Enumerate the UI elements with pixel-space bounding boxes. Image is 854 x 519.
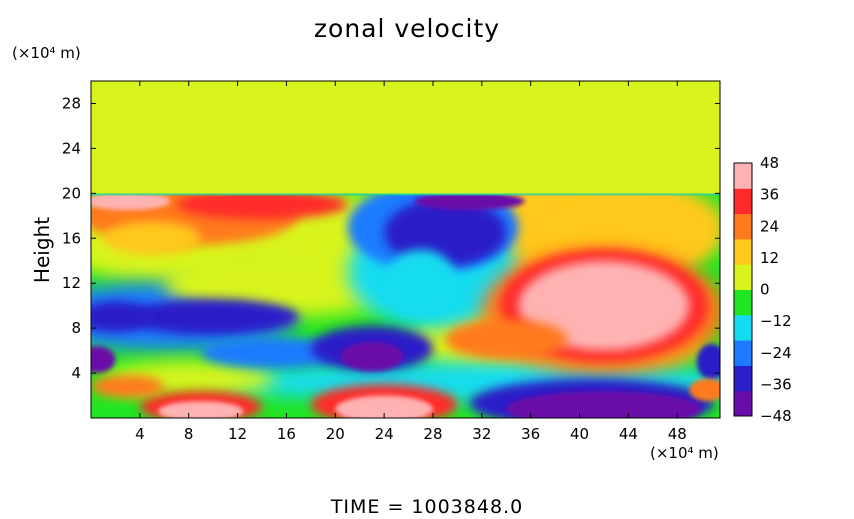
field-blob: [91, 192, 171, 211]
x-tick-label: 12: [228, 425, 247, 443]
y-tick-label: 24: [62, 139, 81, 157]
y-tick-label: 4: [71, 364, 81, 382]
x-tick-label: 28: [423, 425, 442, 443]
colorbar-swatch: [734, 264, 752, 290]
y-tick-label: 20: [62, 184, 81, 202]
field-blob: [103, 221, 201, 256]
colorbar-tick-label: −36: [760, 375, 792, 393]
x-tick-label: 20: [326, 425, 345, 443]
colorbar-swatch: [734, 340, 752, 366]
y-tick-label: 16: [62, 229, 81, 247]
y-tick-label: 8: [71, 319, 81, 337]
field-blob: [506, 391, 702, 418]
field-blob: [91, 301, 153, 333]
colorbar-tick-label: −48: [760, 407, 792, 425]
y-axis-unit: (×10⁴ m): [12, 44, 81, 62]
plot-frame: [90, 80, 721, 419]
colorbar-swatch: [734, 365, 752, 392]
colorbar-swatch: [734, 188, 752, 215]
field-blob: [127, 298, 299, 335]
field-blob: [200, 337, 348, 369]
x-tick-label: 8: [184, 425, 194, 443]
x-tick-label: 44: [619, 425, 638, 443]
heatmap-field: [91, 81, 720, 418]
y-tick-label: 12: [62, 274, 81, 292]
x-tick-label: 4: [135, 425, 145, 443]
x-tick-label: 36: [521, 425, 540, 443]
x-axis-unit: (×10⁴ m): [650, 444, 719, 462]
x-tick-label: 48: [668, 425, 687, 443]
upper-layer: [91, 81, 720, 195]
colorbar: 48 36 24 12 0 −12 −24 −36 −48: [733, 154, 792, 425]
field-blob: [384, 198, 507, 267]
colorbar-swatch: [734, 163, 752, 189]
field-blob: [340, 341, 404, 371]
colorbar-tick-label: 48: [760, 154, 779, 172]
field-blob: [158, 401, 244, 418]
colorbar-swatch: [734, 314, 752, 341]
x-tick-label: 16: [277, 425, 296, 443]
field-blob: [536, 269, 672, 342]
field-blob: [414, 192, 525, 211]
y-tick-label: 28: [62, 94, 81, 112]
field-blob: [384, 249, 458, 317]
colorbar-swatch: [734, 390, 752, 417]
field-blob: [689, 378, 720, 402]
colorbar-swatch: [734, 238, 752, 265]
field-blob: [91, 346, 116, 374]
colorbar-frame: [733, 162, 753, 417]
colorbar-tick-label: 0: [760, 281, 770, 299]
field-blob: [696, 343, 720, 380]
x-tick-label: 24: [375, 425, 394, 443]
colorbar-tick-label: 12: [760, 249, 779, 267]
colorbar-swatch: [734, 213, 752, 240]
field-blob: [176, 189, 348, 220]
colorbar-tick-label: 36: [760, 186, 779, 204]
field-blob: [445, 319, 568, 360]
x-tick-label: 32: [472, 425, 491, 443]
colorbar-swatch: [734, 289, 752, 316]
colorbar-tick-label: 24: [760, 217, 779, 235]
field-blob: [91, 375, 165, 398]
chart-title: zonal velocity: [313, 14, 501, 43]
field-blob: [335, 395, 433, 418]
time-label: TIME = 1003848.0: [330, 496, 524, 518]
colorbar-tick-label: −24: [760, 344, 792, 362]
x-tick-label: 40: [570, 425, 589, 443]
colorbar-tick-label: −12: [760, 312, 792, 330]
